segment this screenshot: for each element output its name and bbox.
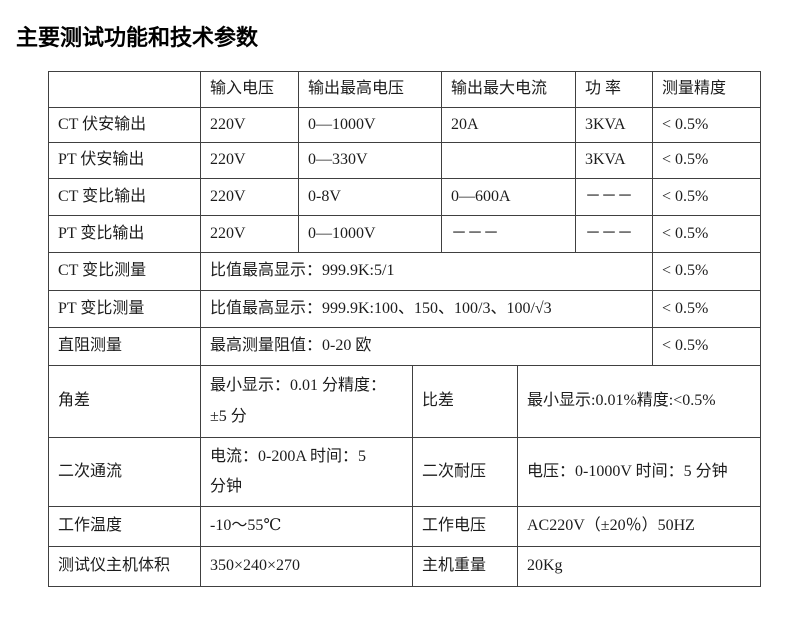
cell-max-output-current: －－－ (441, 215, 576, 254)
cell-max-output-current (441, 142, 576, 180)
cell-power: 3KVA (575, 142, 653, 180)
cell-value: 350×240×270 (200, 546, 413, 588)
cell-value: 20Kg (517, 546, 761, 588)
cell-max-output-current: 0—600A (441, 178, 576, 217)
col-header-max-output-current: 输出最大电流 (441, 71, 576, 108)
col-header-input-voltage: 输入电压 (200, 71, 299, 108)
pair-table: 角差 最小显示：0.01 分精度： ±5 分 比差 最小显示:0.01%精度:<… (48, 365, 761, 588)
row-label: 工作温度 (48, 506, 201, 548)
row-label: 工作电压 (412, 506, 518, 548)
cell-accuracy: < 0.5% (652, 178, 761, 217)
row-label: PT 变比输出 (48, 215, 201, 254)
table-row: 工作温度 -10～55℃ 工作电压 AC220V（±20％）50HZ (48, 506, 761, 548)
cell-accuracy: < 0.5% (652, 106, 761, 144)
page-title: 主要测试功能和技术参数 (16, 25, 259, 50)
cell-value: 电流：0-200A 时间：5 分钟 (200, 437, 413, 508)
cell-merged-value: 比值最高显示：999.9K:100、150、100/3、100/√3 (200, 290, 653, 329)
col-header-power: 功 率 (575, 71, 653, 108)
cell-input-voltage: 220V (200, 106, 299, 144)
row-label: 二次耐压 (412, 437, 518, 508)
cell-input-voltage: 220V (200, 215, 299, 254)
table-row: 测试仪主机体积 350×240×270 主机重量 20Kg (48, 546, 761, 588)
table-row: 角差 最小显示：0.01 分精度： ±5 分 比差 最小显示:0.01%精度:<… (48, 365, 761, 439)
cell-power: 3KVA (575, 106, 653, 144)
table-row: CT 变比输出 220V 0-8V 0—600A －－－ < 0.5% (48, 178, 761, 217)
row-label: 角差 (48, 365, 201, 439)
row-label: 比差 (412, 365, 518, 439)
cell-input-voltage: 220V (200, 178, 299, 217)
cell-max-output-voltage: 0-8V (298, 178, 442, 217)
row-label: 二次通流 (48, 437, 201, 508)
cell-merged-value: 比值最高显示：999.9K:5/1 (200, 252, 653, 292)
row-label: CT 变比输出 (48, 178, 201, 217)
table-row: PT 伏安输出 220V 0—330V 3KVA < 0.5% (48, 142, 761, 180)
cell-accuracy: < 0.5% (652, 142, 761, 180)
cell-accuracy: < 0.5% (652, 215, 761, 254)
table-header-row: 输入电压 输出最高电压 输出最大电流 功 率 测量精度 (48, 71, 761, 108)
cell-max-output-voltage: 0—1000V (298, 215, 442, 254)
row-label: CT 伏安输出 (48, 106, 201, 144)
row-label: 主机重量 (412, 546, 518, 588)
table-row: PT 变比测量 比值最高显示：999.9K:100、150、100/3、100/… (48, 290, 761, 329)
table-row: 直阻测量 最高测量阻值：0-20 欧 < 0.5% (48, 327, 761, 367)
cell-value: -10～55℃ (200, 506, 413, 548)
cell-max-output-voltage: 0—330V (298, 142, 442, 180)
col-header-blank (48, 71, 201, 108)
cell-max-output-current: 20A (441, 106, 576, 144)
row-label: 直阻测量 (48, 327, 201, 367)
col-header-max-output-voltage: 输出最高电压 (298, 71, 442, 108)
cell-power: －－－ (575, 215, 653, 254)
table-row: CT 变比测量 比值最高显示：999.9K:5/1 < 0.5% (48, 252, 761, 292)
cell-power: －－－ (575, 178, 653, 217)
cell-value: 最小显示：0.01 分精度： ±5 分 (200, 365, 413, 439)
cell-accuracy: < 0.5% (652, 327, 761, 367)
row-label: PT 伏安输出 (48, 142, 201, 180)
cell-value: 最小显示:0.01%精度:<0.5% (517, 365, 761, 439)
spec-tables-container: 输入电压 输出最高电压 输出最大电流 功 率 测量精度 CT 伏安输出 220V… (48, 71, 800, 588)
cell-value: 电压：0-1000V 时间：5 分钟 (517, 437, 761, 508)
cell-max-output-voltage: 0—1000V (298, 106, 442, 144)
row-label: PT 变比测量 (48, 290, 201, 329)
cell-accuracy: < 0.5% (652, 252, 761, 292)
table-row: 二次通流 电流：0-200A 时间：5 分钟 二次耐压 电压：0-1000V 时… (48, 437, 761, 508)
row-label: CT 变比测量 (48, 252, 201, 292)
spec-table: 输入电压 输出最高电压 输出最大电流 功 率 测量精度 CT 伏安输出 220V… (48, 71, 761, 367)
cell-input-voltage: 220V (200, 142, 299, 180)
cell-merged-value: 最高测量阻值：0-20 欧 (200, 327, 653, 367)
col-header-accuracy: 测量精度 (652, 71, 761, 108)
table-row: CT 伏安输出 220V 0—1000V 20A 3KVA < 0.5% (48, 106, 761, 144)
cell-value: AC220V（±20％）50HZ (517, 506, 761, 548)
table-row: PT 变比输出 220V 0—1000V －－－ －－－ < 0.5% (48, 215, 761, 254)
row-label: 测试仪主机体积 (48, 546, 201, 588)
cell-accuracy: < 0.5% (652, 290, 761, 329)
